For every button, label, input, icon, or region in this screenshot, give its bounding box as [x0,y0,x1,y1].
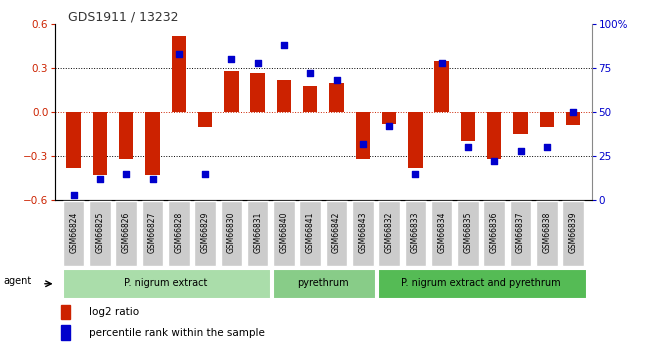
Point [279,42,289,48]
FancyBboxPatch shape [247,201,268,266]
FancyBboxPatch shape [300,201,321,266]
Bar [250,72,265,112]
FancyBboxPatch shape [404,201,426,266]
FancyBboxPatch shape [378,269,586,298]
Bar [60,305,70,319]
Bar [119,112,133,159]
Text: GSM66829: GSM66829 [201,212,209,253]
FancyBboxPatch shape [273,201,294,266]
Point [68,192,79,198]
FancyBboxPatch shape [168,201,190,266]
Text: agent: agent [3,276,31,286]
Text: GSM66827: GSM66827 [148,212,157,253]
Point [95,176,105,182]
FancyBboxPatch shape [562,201,584,266]
Point [568,109,578,115]
Text: GSM66843: GSM66843 [358,211,367,253]
FancyBboxPatch shape [484,201,505,266]
Bar [487,112,501,159]
Text: log2 ratio: log2 ratio [89,307,139,317]
Text: GSM66838: GSM66838 [542,212,551,253]
Bar [540,112,554,127]
FancyBboxPatch shape [510,201,531,266]
Point [463,145,473,150]
Point [489,159,499,164]
Text: GSM66841: GSM66841 [306,212,315,253]
Bar [146,112,160,175]
Text: GSM66828: GSM66828 [174,212,183,253]
Point [332,78,342,83]
Bar [514,112,528,134]
FancyBboxPatch shape [89,201,111,266]
Bar [382,112,396,124]
Text: GSM66833: GSM66833 [411,211,420,253]
Point [515,148,526,154]
Text: GSM66826: GSM66826 [122,212,131,253]
Text: GSM66835: GSM66835 [463,211,473,253]
FancyBboxPatch shape [352,201,374,266]
Text: GSM66834: GSM66834 [437,211,446,253]
Text: P. nigrum extract: P. nigrum extract [124,278,207,288]
Point [121,171,131,177]
Bar [224,71,239,112]
Text: GDS1911 / 13232: GDS1911 / 13232 [68,10,179,23]
FancyBboxPatch shape [431,201,452,266]
Bar [434,61,449,112]
FancyBboxPatch shape [378,201,400,266]
Point [384,124,395,129]
Text: GSM66825: GSM66825 [96,212,105,253]
FancyBboxPatch shape [326,201,347,266]
Bar [356,112,370,159]
Text: GSM66836: GSM66836 [489,211,499,253]
Point [305,71,315,76]
FancyBboxPatch shape [220,201,242,266]
Text: pyrethrum: pyrethrum [298,278,349,288]
Bar [330,83,344,112]
Bar [408,112,422,168]
Bar [66,112,81,168]
FancyBboxPatch shape [63,269,271,298]
Bar [303,86,317,112]
FancyBboxPatch shape [142,201,163,266]
Text: percentile rank within the sample: percentile rank within the sample [89,328,265,338]
FancyBboxPatch shape [116,201,137,266]
Point [200,171,211,177]
Bar [277,80,291,112]
Text: GSM66832: GSM66832 [385,212,394,253]
Point [436,60,447,66]
Bar [198,112,213,127]
Text: GSM66837: GSM66837 [516,211,525,253]
Point [252,60,263,66]
Point [226,57,237,62]
Point [358,141,368,147]
Text: GSM66842: GSM66842 [332,212,341,253]
Point [148,176,158,182]
Bar [461,112,475,141]
Bar [60,325,70,340]
Text: GSM66830: GSM66830 [227,211,236,253]
Point [174,51,184,57]
FancyBboxPatch shape [194,201,216,266]
Text: GSM66839: GSM66839 [569,211,578,253]
FancyBboxPatch shape [63,201,84,266]
Bar [93,112,107,175]
Point [541,145,552,150]
Bar [172,36,186,112]
FancyBboxPatch shape [273,269,376,298]
Text: GSM66831: GSM66831 [253,212,262,253]
Text: GSM66840: GSM66840 [280,211,289,253]
Text: GSM66824: GSM66824 [69,212,78,253]
Bar [566,112,580,125]
FancyBboxPatch shape [457,201,479,266]
Point [410,171,421,177]
Text: P. nigrum extract and pyrethrum: P. nigrum extract and pyrethrum [401,278,561,288]
FancyBboxPatch shape [536,201,558,266]
